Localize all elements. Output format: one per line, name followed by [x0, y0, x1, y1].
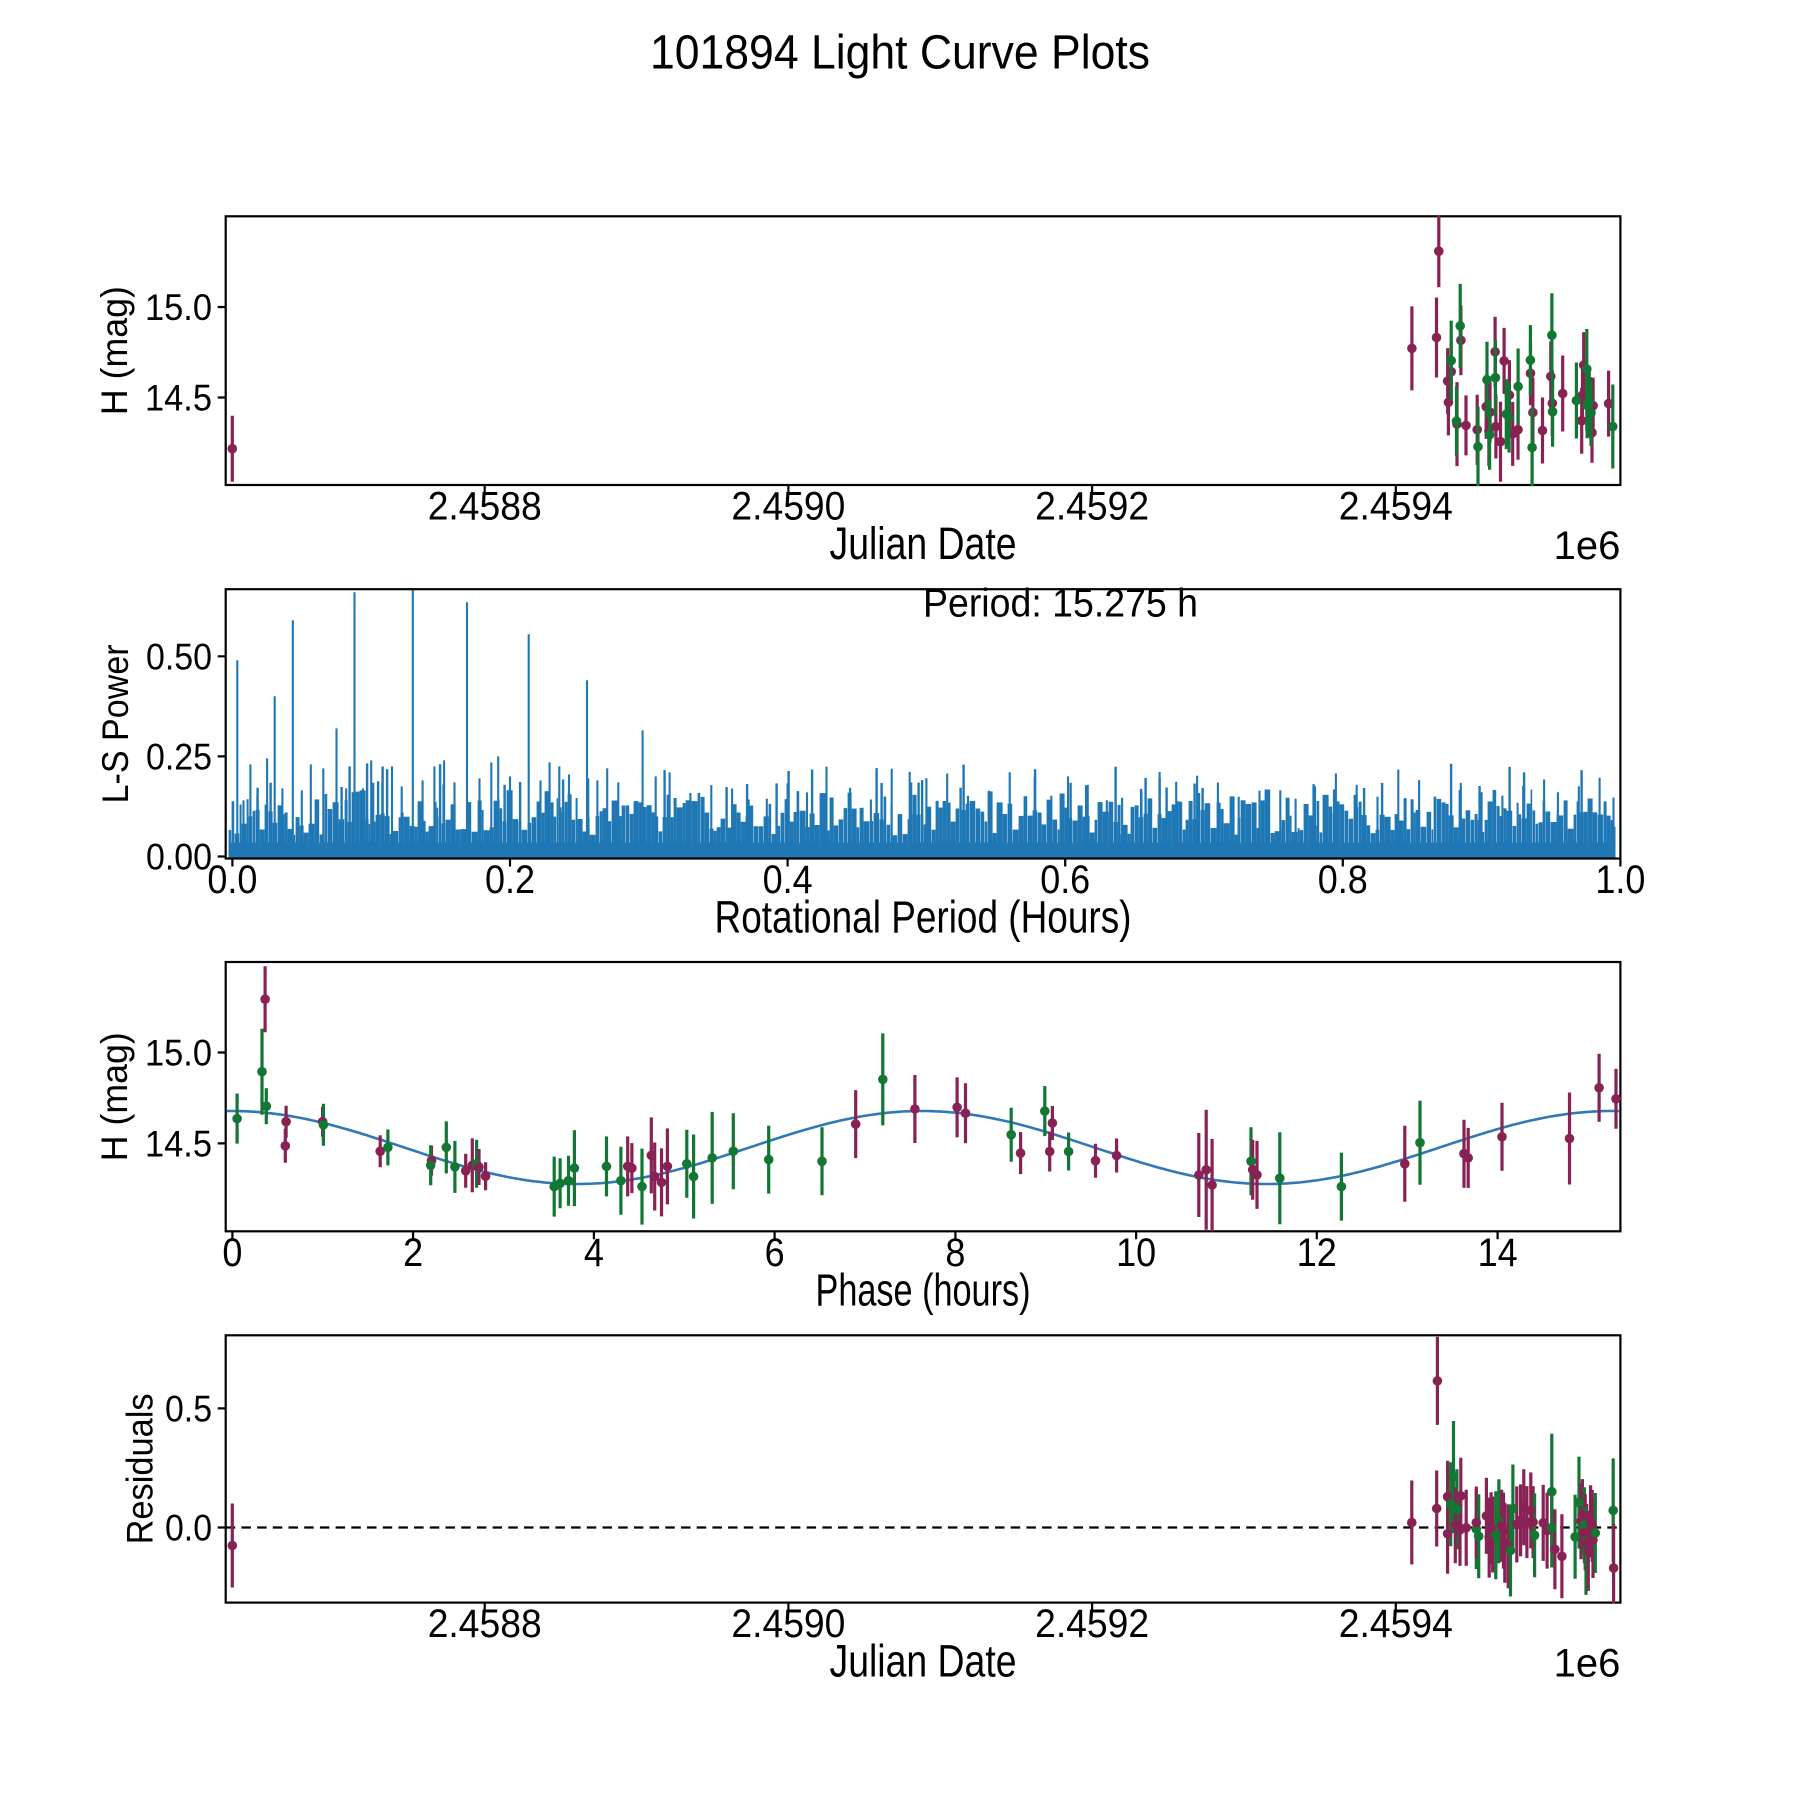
- svg-text:2.4592: 2.4592: [1035, 1602, 1149, 1646]
- svg-text:2.4594: 2.4594: [1339, 485, 1453, 529]
- svg-text:1e6: 1e6: [1554, 1642, 1621, 1686]
- svg-text:15.0: 15.0: [145, 1033, 212, 1074]
- svg-text:6: 6: [765, 1231, 785, 1275]
- svg-text:12: 12: [1297, 1231, 1337, 1275]
- svg-text:4: 4: [584, 1231, 604, 1275]
- svg-text:1e6: 1e6: [1554, 524, 1621, 568]
- svg-text:2.4594: 2.4594: [1339, 1602, 1453, 1646]
- svg-text:0.8: 0.8: [1318, 858, 1368, 902]
- svg-text:0.2: 0.2: [485, 858, 535, 902]
- svg-text:H (mag): H (mag): [94, 286, 135, 415]
- svg-text:0.5: 0.5: [165, 1388, 212, 1429]
- svg-text:H (mag): H (mag): [94, 1032, 135, 1161]
- svg-text:L-S Power: L-S Power: [95, 644, 136, 803]
- svg-text:1.0: 1.0: [1595, 858, 1645, 902]
- svg-text:10: 10: [1116, 1231, 1156, 1275]
- svg-text:Julian Date: Julian Date: [830, 1636, 1017, 1687]
- svg-text:2: 2: [403, 1231, 423, 1275]
- svg-text:14: 14: [1478, 1231, 1518, 1275]
- svg-text:0.00: 0.00: [146, 837, 212, 878]
- svg-text:0.6: 0.6: [1040, 858, 1090, 902]
- svg-text:0.4: 0.4: [763, 858, 813, 902]
- svg-text:0.25: 0.25: [146, 736, 212, 777]
- svg-text:Julian Date: Julian Date: [830, 518, 1017, 569]
- svg-text:0.0: 0.0: [207, 858, 257, 902]
- svg-text:Rotational Period (Hours): Rotational Period (Hours): [715, 892, 1132, 943]
- svg-text:8: 8: [945, 1231, 965, 1275]
- svg-text:0.0: 0.0: [165, 1508, 212, 1549]
- svg-text:14.5: 14.5: [145, 378, 212, 419]
- svg-text:Residuals: Residuals: [120, 1393, 161, 1544]
- svg-text:2.4588: 2.4588: [428, 485, 542, 529]
- svg-text:14.5: 14.5: [145, 1123, 212, 1164]
- svg-text:2.4588: 2.4588: [428, 1602, 542, 1646]
- svg-text:2.4592: 2.4592: [1035, 485, 1149, 529]
- svg-text:2.4590: 2.4590: [731, 1602, 845, 1646]
- svg-text:15.0: 15.0: [145, 287, 212, 328]
- svg-text:2.4590: 2.4590: [731, 485, 845, 529]
- svg-text:0.50: 0.50: [146, 636, 212, 677]
- svg-text:0: 0: [222, 1231, 242, 1275]
- svg-text:Period: 15.275 h: Period: 15.275 h: [923, 582, 1198, 626]
- svg-text:Phase (hours): Phase (hours): [816, 1264, 1031, 1315]
- svg-text:101894 Light Curve Plots: 101894 Light Curve Plots: [650, 27, 1150, 80]
